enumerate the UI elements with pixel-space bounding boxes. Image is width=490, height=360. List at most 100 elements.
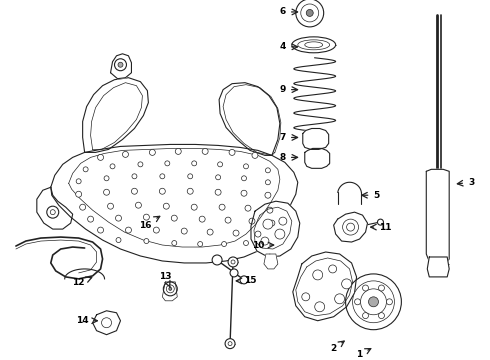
Circle shape	[181, 228, 187, 234]
Circle shape	[233, 230, 239, 236]
Circle shape	[207, 229, 213, 235]
Circle shape	[187, 188, 193, 194]
Text: 14: 14	[76, 316, 98, 325]
Circle shape	[75, 191, 82, 197]
Circle shape	[244, 240, 248, 246]
Circle shape	[363, 312, 368, 319]
Circle shape	[172, 215, 177, 221]
Circle shape	[267, 207, 273, 213]
Circle shape	[98, 227, 103, 233]
Text: 12: 12	[73, 277, 92, 287]
Circle shape	[166, 285, 174, 293]
Text: 11: 11	[371, 222, 392, 231]
Polygon shape	[51, 144, 298, 263]
Text: 4: 4	[280, 42, 297, 51]
Circle shape	[165, 161, 170, 166]
Text: 3: 3	[457, 178, 474, 187]
Circle shape	[216, 175, 220, 180]
Polygon shape	[37, 187, 73, 229]
Circle shape	[219, 204, 225, 210]
Polygon shape	[303, 129, 329, 149]
Circle shape	[306, 9, 313, 17]
Circle shape	[160, 174, 165, 179]
Circle shape	[302, 293, 310, 301]
Text: 5: 5	[362, 191, 380, 200]
Text: 6: 6	[280, 8, 297, 17]
Circle shape	[175, 148, 181, 154]
Circle shape	[50, 210, 55, 215]
Polygon shape	[93, 311, 121, 335]
Circle shape	[353, 281, 394, 323]
Circle shape	[122, 152, 128, 157]
Circle shape	[221, 242, 226, 247]
Circle shape	[345, 274, 401, 330]
Circle shape	[228, 342, 232, 346]
Circle shape	[131, 188, 137, 194]
Circle shape	[241, 190, 247, 196]
Circle shape	[368, 297, 378, 307]
Circle shape	[329, 265, 337, 273]
Circle shape	[163, 203, 170, 209]
Polygon shape	[264, 254, 278, 269]
Circle shape	[361, 289, 387, 315]
Polygon shape	[251, 201, 300, 257]
Circle shape	[125, 227, 131, 233]
Circle shape	[153, 227, 159, 233]
Circle shape	[225, 217, 231, 223]
Circle shape	[231, 260, 235, 264]
Polygon shape	[293, 252, 357, 321]
Polygon shape	[427, 257, 449, 277]
Circle shape	[116, 215, 122, 221]
Circle shape	[149, 149, 155, 156]
Circle shape	[266, 180, 270, 185]
Polygon shape	[83, 78, 148, 152]
Text: 16: 16	[139, 216, 160, 230]
Circle shape	[269, 220, 275, 226]
Circle shape	[104, 176, 109, 181]
Circle shape	[265, 192, 271, 198]
Text: 7: 7	[280, 133, 297, 142]
Text: 2: 2	[331, 341, 344, 353]
Circle shape	[199, 216, 205, 222]
Circle shape	[110, 164, 115, 169]
Text: 15: 15	[236, 276, 256, 285]
Polygon shape	[334, 212, 368, 242]
Circle shape	[192, 161, 196, 166]
Circle shape	[212, 255, 222, 265]
Text: 1: 1	[356, 348, 371, 359]
Circle shape	[249, 218, 255, 224]
Circle shape	[188, 174, 193, 179]
Circle shape	[144, 239, 149, 243]
Circle shape	[275, 229, 285, 239]
Circle shape	[197, 242, 203, 247]
Circle shape	[80, 204, 86, 210]
Circle shape	[296, 0, 324, 27]
Circle shape	[225, 339, 235, 348]
Circle shape	[230, 269, 238, 277]
Text: 13: 13	[159, 273, 171, 287]
Circle shape	[229, 149, 235, 156]
Circle shape	[116, 238, 121, 243]
Polygon shape	[305, 148, 330, 168]
Circle shape	[47, 206, 59, 218]
Circle shape	[363, 285, 368, 291]
Ellipse shape	[292, 37, 336, 53]
Circle shape	[103, 189, 110, 195]
Circle shape	[255, 231, 261, 237]
Circle shape	[266, 168, 270, 173]
Circle shape	[378, 312, 385, 319]
Text: 8: 8	[280, 153, 297, 162]
Circle shape	[315, 302, 325, 312]
Circle shape	[144, 214, 149, 220]
Circle shape	[138, 162, 143, 167]
Circle shape	[135, 202, 142, 208]
Circle shape	[377, 219, 384, 225]
Polygon shape	[111, 54, 131, 79]
Circle shape	[387, 299, 392, 305]
Circle shape	[76, 179, 81, 184]
Circle shape	[342, 279, 352, 289]
Circle shape	[107, 203, 114, 209]
Circle shape	[172, 240, 177, 246]
Circle shape	[301, 4, 318, 22]
Circle shape	[242, 176, 246, 181]
